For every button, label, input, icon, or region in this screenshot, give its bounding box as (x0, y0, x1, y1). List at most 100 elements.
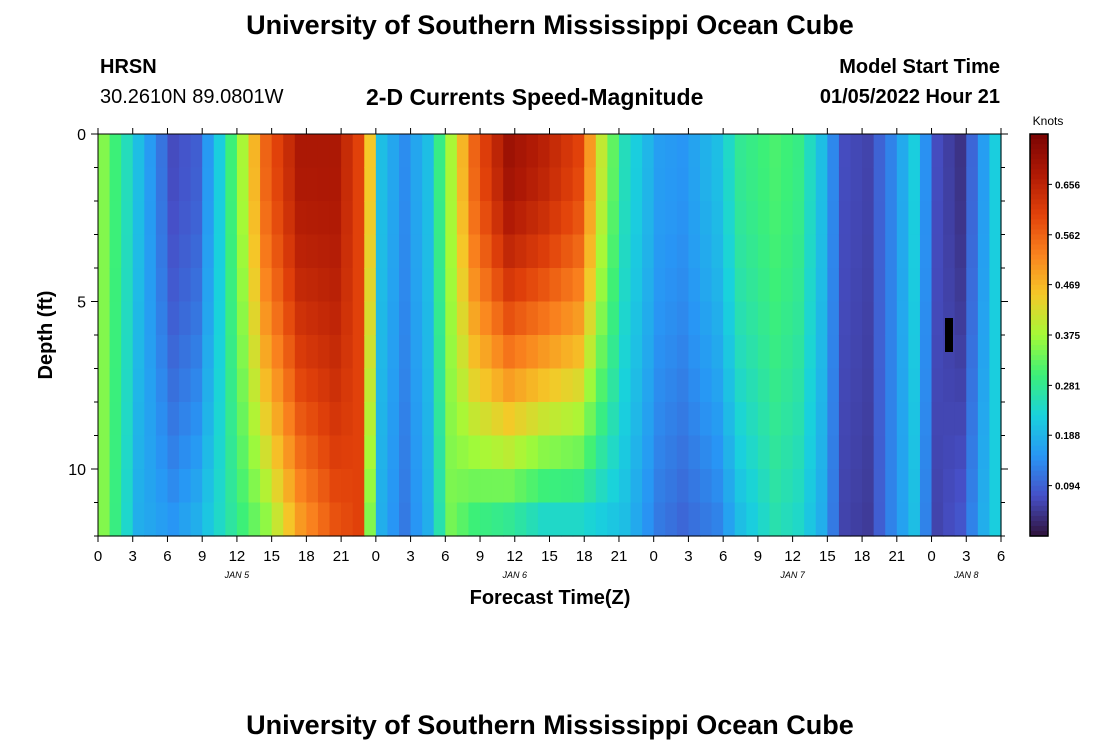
colorbar-segment (1030, 214, 1048, 221)
heatmap-cell (618, 502, 632, 537)
heatmap-cell (700, 502, 713, 537)
heatmap-cell (931, 268, 944, 303)
heatmap-cell (121, 402, 134, 437)
heatmap-cell (862, 368, 875, 403)
heatmap-cell (167, 201, 180, 236)
heatmap-cell (225, 301, 238, 336)
heatmap-cell (781, 234, 794, 269)
heatmap-cell (931, 502, 944, 537)
heatmap-cell (792, 134, 805, 169)
colorbar: 0.656 0.562 0.469 0.375 0.281 0.188 0.094 (1029, 133, 1080, 537)
heatmap-cell (375, 134, 389, 169)
heatmap-cell (179, 335, 192, 370)
heatmap-cell (607, 502, 620, 537)
heatmap-cell (676, 268, 690, 303)
heatmap-cell (537, 502, 551, 537)
heatmap-cell (514, 469, 527, 504)
heatmap-cell (422, 234, 435, 269)
heatmap-cell (433, 301, 446, 336)
colorbar-segment (1030, 395, 1048, 401)
heatmap-cell (121, 502, 134, 537)
heatmap-cell (329, 268, 342, 303)
heatmap-cell (121, 134, 134, 169)
heatmap-cell (341, 335, 354, 370)
heatmap-cell (618, 234, 632, 269)
heatmap-cell (688, 435, 701, 470)
heatmap-cell (260, 469, 273, 504)
heatmap-cell (144, 301, 157, 336)
heatmap-cell (908, 335, 921, 370)
heatmap-cell (896, 502, 909, 537)
heatmap-cell (757, 402, 771, 437)
heatmap-cell (399, 201, 412, 236)
heatmap-cell (804, 268, 817, 303)
colorbar-unit: Knots (1033, 114, 1064, 128)
colorbar-segment (1030, 455, 1048, 462)
heatmap-cell (966, 469, 979, 504)
heatmap-cell (179, 134, 192, 169)
colorbar-segment (1030, 279, 1048, 286)
heatmap-cell (931, 301, 944, 336)
heatmap-cell (202, 167, 215, 202)
heatmap-cell (653, 368, 666, 403)
heatmap-cell (480, 234, 493, 269)
heatmap-cell (468, 469, 481, 504)
heatmap-cell (931, 234, 944, 269)
heatmap-cell (804, 435, 817, 470)
heatmap-cell (665, 368, 678, 403)
heatmap-cell (190, 134, 203, 169)
heatmap-cell (630, 402, 643, 437)
heatmap-cell (561, 268, 574, 303)
heatmap-cell (943, 201, 956, 236)
heatmap-cell (850, 301, 863, 336)
heatmap-cell (526, 167, 539, 202)
day-label: JAN 6 (502, 570, 528, 580)
heatmap-cell (248, 335, 261, 370)
heatmap-cell (595, 435, 608, 470)
heatmap-cell (294, 268, 307, 303)
heatmap-cell (387, 469, 400, 504)
heatmap-cell (908, 435, 921, 470)
heatmap-cell (966, 301, 979, 336)
heatmap-cell (977, 402, 991, 437)
heatmap-cell (503, 134, 516, 169)
heatmap-cell (410, 368, 423, 403)
colorbar-segment (1030, 420, 1048, 427)
heatmap-cell (225, 368, 238, 403)
heatmap-cell (526, 435, 539, 470)
colorbar-segment (1030, 345, 1048, 351)
colorbar-segment (1030, 410, 1048, 417)
heatmap-cell (514, 301, 527, 336)
heatmap-cell (827, 134, 840, 169)
heatmap-cell (352, 435, 365, 470)
heatmap-cell (607, 402, 620, 437)
heatmap-cell (561, 234, 574, 269)
heatmap-cell (919, 201, 933, 236)
heatmap-cell (595, 502, 608, 537)
colorbar-segment (1030, 314, 1048, 321)
heatmap-cell (329, 435, 342, 470)
heatmap-cell (977, 469, 991, 504)
heatmap-cell (850, 167, 863, 202)
heatmap-cell (862, 469, 875, 504)
heatmap-cell (248, 469, 261, 504)
heatmap-cell (410, 268, 423, 303)
heatmap-cell (422, 134, 435, 169)
heatmap-cell (352, 167, 365, 202)
heatmap-cell (595, 167, 608, 202)
heatmap-cell (781, 335, 794, 370)
heatmap-cell (399, 134, 412, 169)
heatmap-cell (179, 469, 192, 504)
heatmap-cell (433, 469, 446, 504)
heatmap-cell (757, 268, 771, 303)
heatmap-cell (260, 301, 273, 336)
heatmap-cell (433, 167, 446, 202)
heatmap-cell (422, 301, 435, 336)
heatmap-cell (387, 502, 400, 537)
heatmap-cell (642, 234, 655, 269)
heatmap-cell (815, 301, 828, 336)
heatmap-cell (584, 167, 597, 202)
heatmap-cell (399, 335, 412, 370)
heatmap-cell (607, 234, 620, 269)
heatmap-cell (456, 268, 470, 303)
